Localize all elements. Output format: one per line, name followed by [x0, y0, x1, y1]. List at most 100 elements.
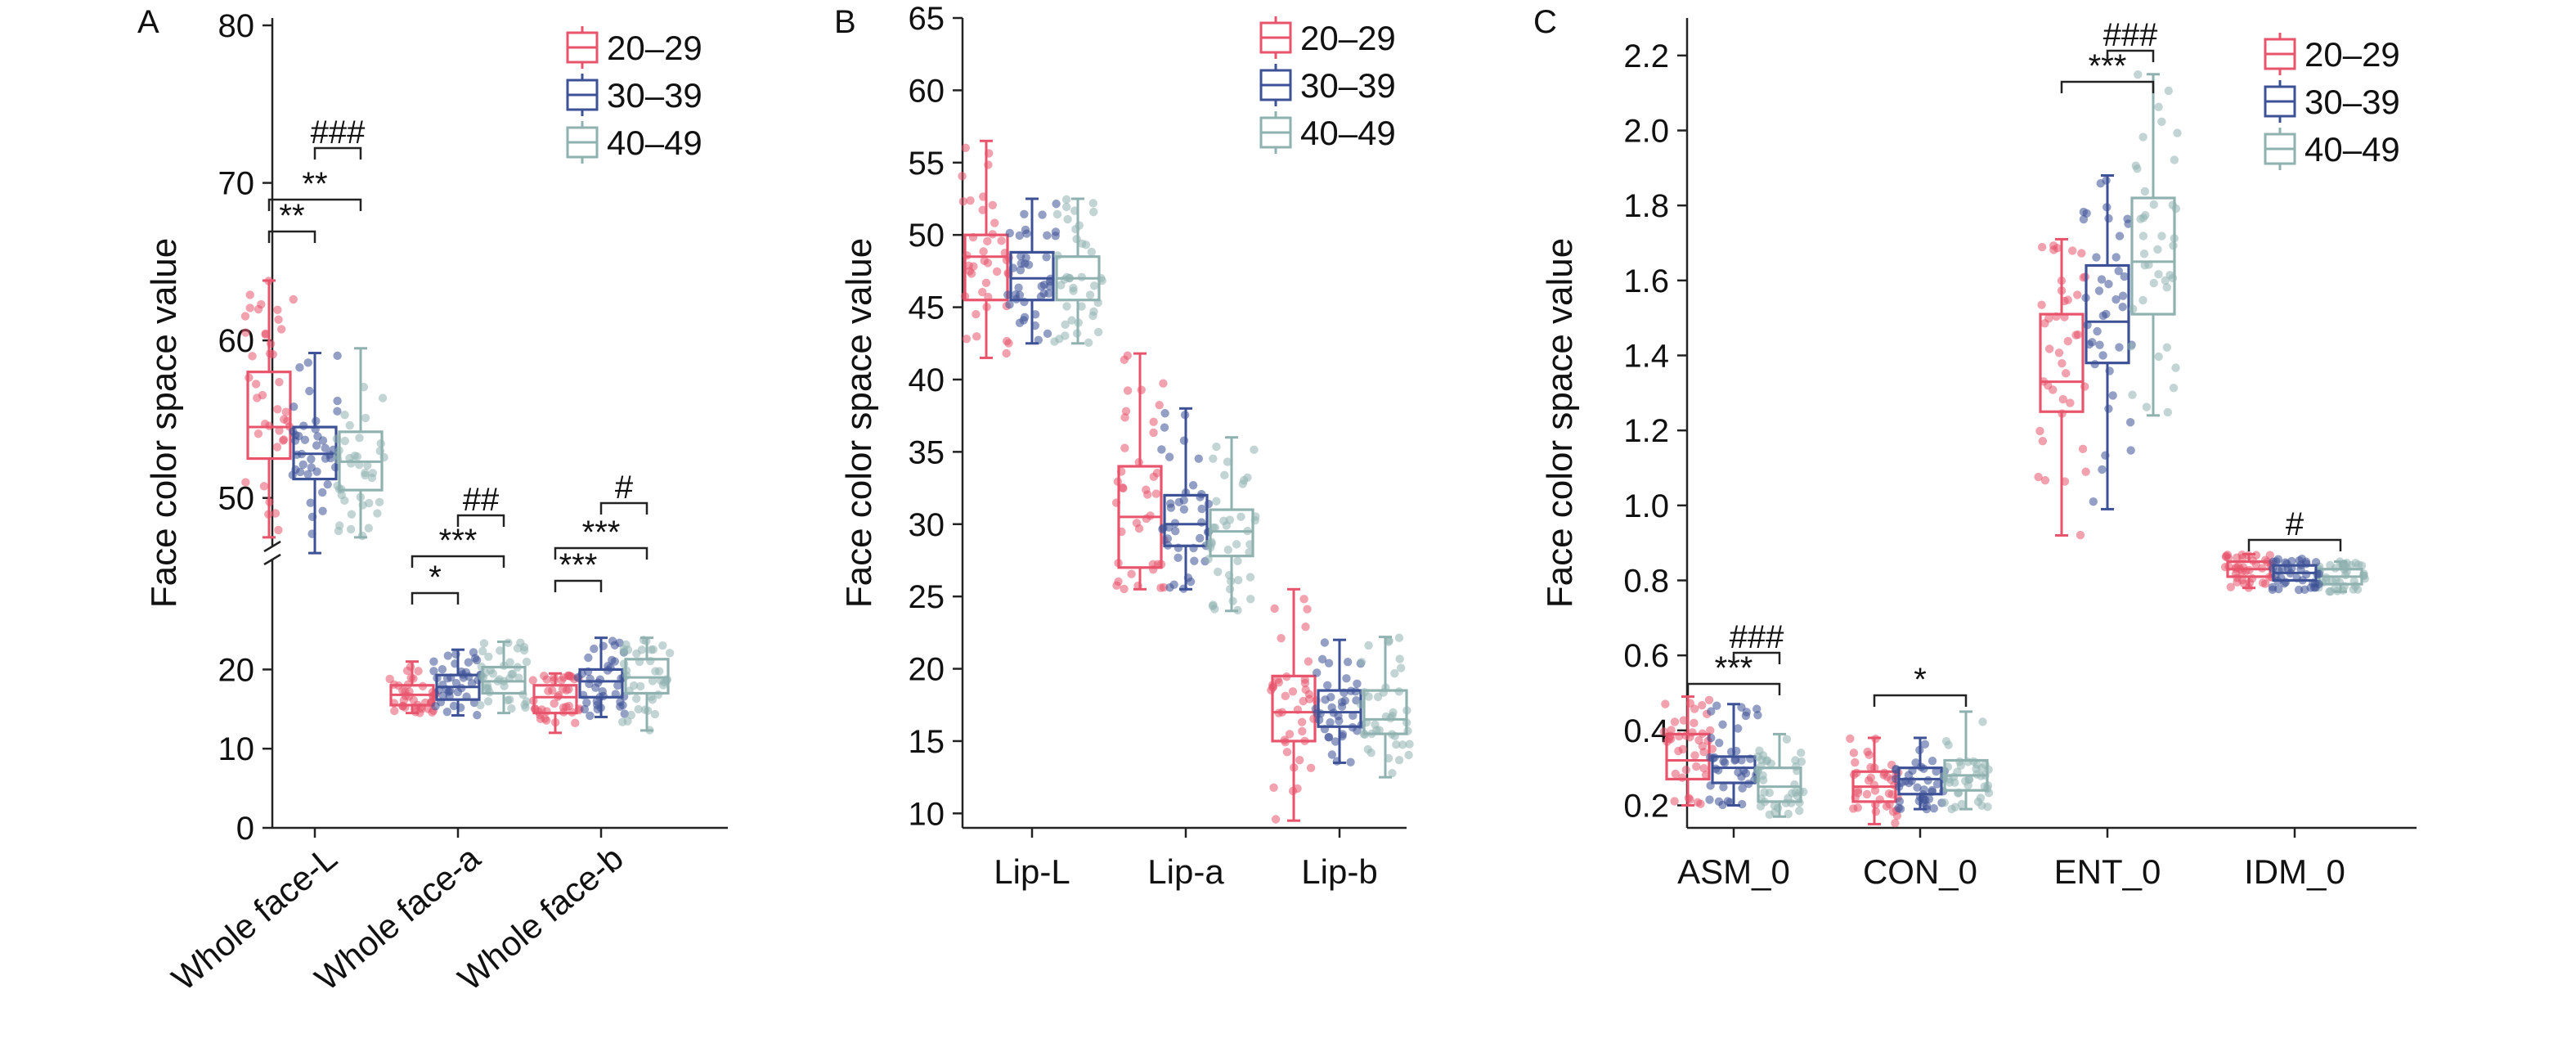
- data-point: [2044, 344, 2054, 353]
- data-point: [1919, 785, 1928, 794]
- data-point: [658, 681, 668, 690]
- data-point: [1120, 443, 1129, 452]
- data-point: [557, 676, 566, 685]
- data-point: [564, 685, 573, 694]
- data-point: [522, 697, 531, 706]
- data-point: [272, 443, 282, 452]
- data-point: [1024, 260, 1034, 269]
- box-20–29-ENT_0: [2034, 237, 2090, 540]
- data-point: [1699, 764, 1708, 773]
- significance-bracket: *: [1873, 662, 1968, 707]
- data-point: [2037, 242, 2047, 252]
- box-body: [246, 371, 292, 461]
- data-point: [505, 695, 514, 704]
- data-point: [1160, 409, 1169, 418]
- data-point: [658, 641, 667, 650]
- box-body: [532, 684, 578, 715]
- significance-label: ***: [439, 523, 478, 559]
- data-point: [1142, 514, 1151, 524]
- data-point: [1692, 762, 1701, 771]
- data-point: [1062, 302, 1071, 311]
- data-point: [1208, 601, 1218, 611]
- data-point: [451, 678, 461, 688]
- y-tick-label: 2.0: [1623, 114, 1669, 150]
- data-point: [415, 708, 424, 717]
- data-point: [442, 707, 452, 717]
- data-point: [1055, 335, 1064, 344]
- data-point: [273, 405, 282, 414]
- data-point: [2068, 246, 2077, 255]
- box-40–49-Lip-a: [1204, 436, 1260, 615]
- data-point: [1057, 281, 1066, 290]
- data-point: [2035, 426, 2044, 436]
- data-point: [2063, 295, 2072, 304]
- data-point: [1730, 756, 1739, 765]
- axis-break-mark: [263, 553, 281, 566]
- box-20–29-Whole face-L: [240, 276, 298, 539]
- significance-label: **: [302, 166, 327, 202]
- significance-bracket: ***: [554, 547, 603, 592]
- data-point: [1005, 300, 1014, 309]
- data-point: [2058, 359, 2067, 368]
- data-point: [2034, 472, 2043, 482]
- data-point: [1233, 556, 1242, 566]
- data-point: [1171, 527, 1180, 536]
- data-point: [542, 675, 551, 684]
- data-point: [357, 531, 367, 541]
- data-point: [623, 717, 632, 726]
- y-axis-label: Face color space value: [839, 238, 879, 608]
- data-point: [2322, 576, 2331, 585]
- data-point: [274, 315, 283, 324]
- data-point: [1871, 807, 1881, 816]
- data-point: [2138, 232, 2148, 241]
- bracket-line: [599, 501, 648, 515]
- data-point: [1941, 736, 1951, 746]
- data-point: [1005, 228, 1014, 238]
- box-body: [1362, 689, 1408, 735]
- data-point: [2053, 244, 2062, 253]
- data-point: [1394, 755, 1404, 765]
- data-point: [1920, 740, 1930, 749]
- data-point: [303, 358, 312, 367]
- data-point: [969, 262, 978, 271]
- y-tick-label: 45: [909, 290, 945, 326]
- data-point: [340, 410, 349, 420]
- data-point: [1395, 654, 1404, 663]
- box-30–39-Whole face-b: [573, 636, 629, 721]
- data-point: [1269, 783, 1278, 793]
- data-point: [321, 454, 330, 463]
- data-point: [1738, 784, 1747, 793]
- data-point: [1067, 316, 1076, 325]
- data-point: [2123, 214, 2132, 223]
- data-point: [1174, 553, 1183, 562]
- data-point: [1787, 798, 1796, 807]
- data-point: [1114, 577, 1123, 587]
- data-point: [1737, 756, 1746, 765]
- data-point: [2066, 398, 2075, 407]
- data-point: [1002, 348, 1011, 358]
- data-point: [375, 497, 384, 507]
- data-point: [1159, 582, 1169, 592]
- data-point: [1232, 540, 1241, 549]
- data-point: [1152, 469, 1162, 478]
- data-point: [1204, 499, 1214, 509]
- data-point: [1149, 428, 1158, 438]
- data-point: [1151, 489, 1161, 498]
- data-point: [245, 303, 254, 312]
- data-point: [519, 645, 529, 655]
- data-point: [1396, 663, 1406, 672]
- data-point: [280, 415, 289, 424]
- data-point: [2098, 351, 2107, 360]
- data-point: [2141, 210, 2150, 220]
- data-point: [361, 468, 370, 478]
- data-point: [1389, 708, 1398, 717]
- significance-bracket: ###: [2103, 17, 2158, 62]
- box-30–39-CON_0: [1892, 736, 1950, 814]
- data-point: [1928, 756, 1937, 766]
- data-point: [1978, 717, 1987, 726]
- data-point: [1233, 575, 1243, 585]
- data-point: [2112, 294, 2120, 304]
- data-point: [978, 205, 987, 214]
- data-point: [2326, 560, 2335, 570]
- data-point: [1042, 253, 1051, 262]
